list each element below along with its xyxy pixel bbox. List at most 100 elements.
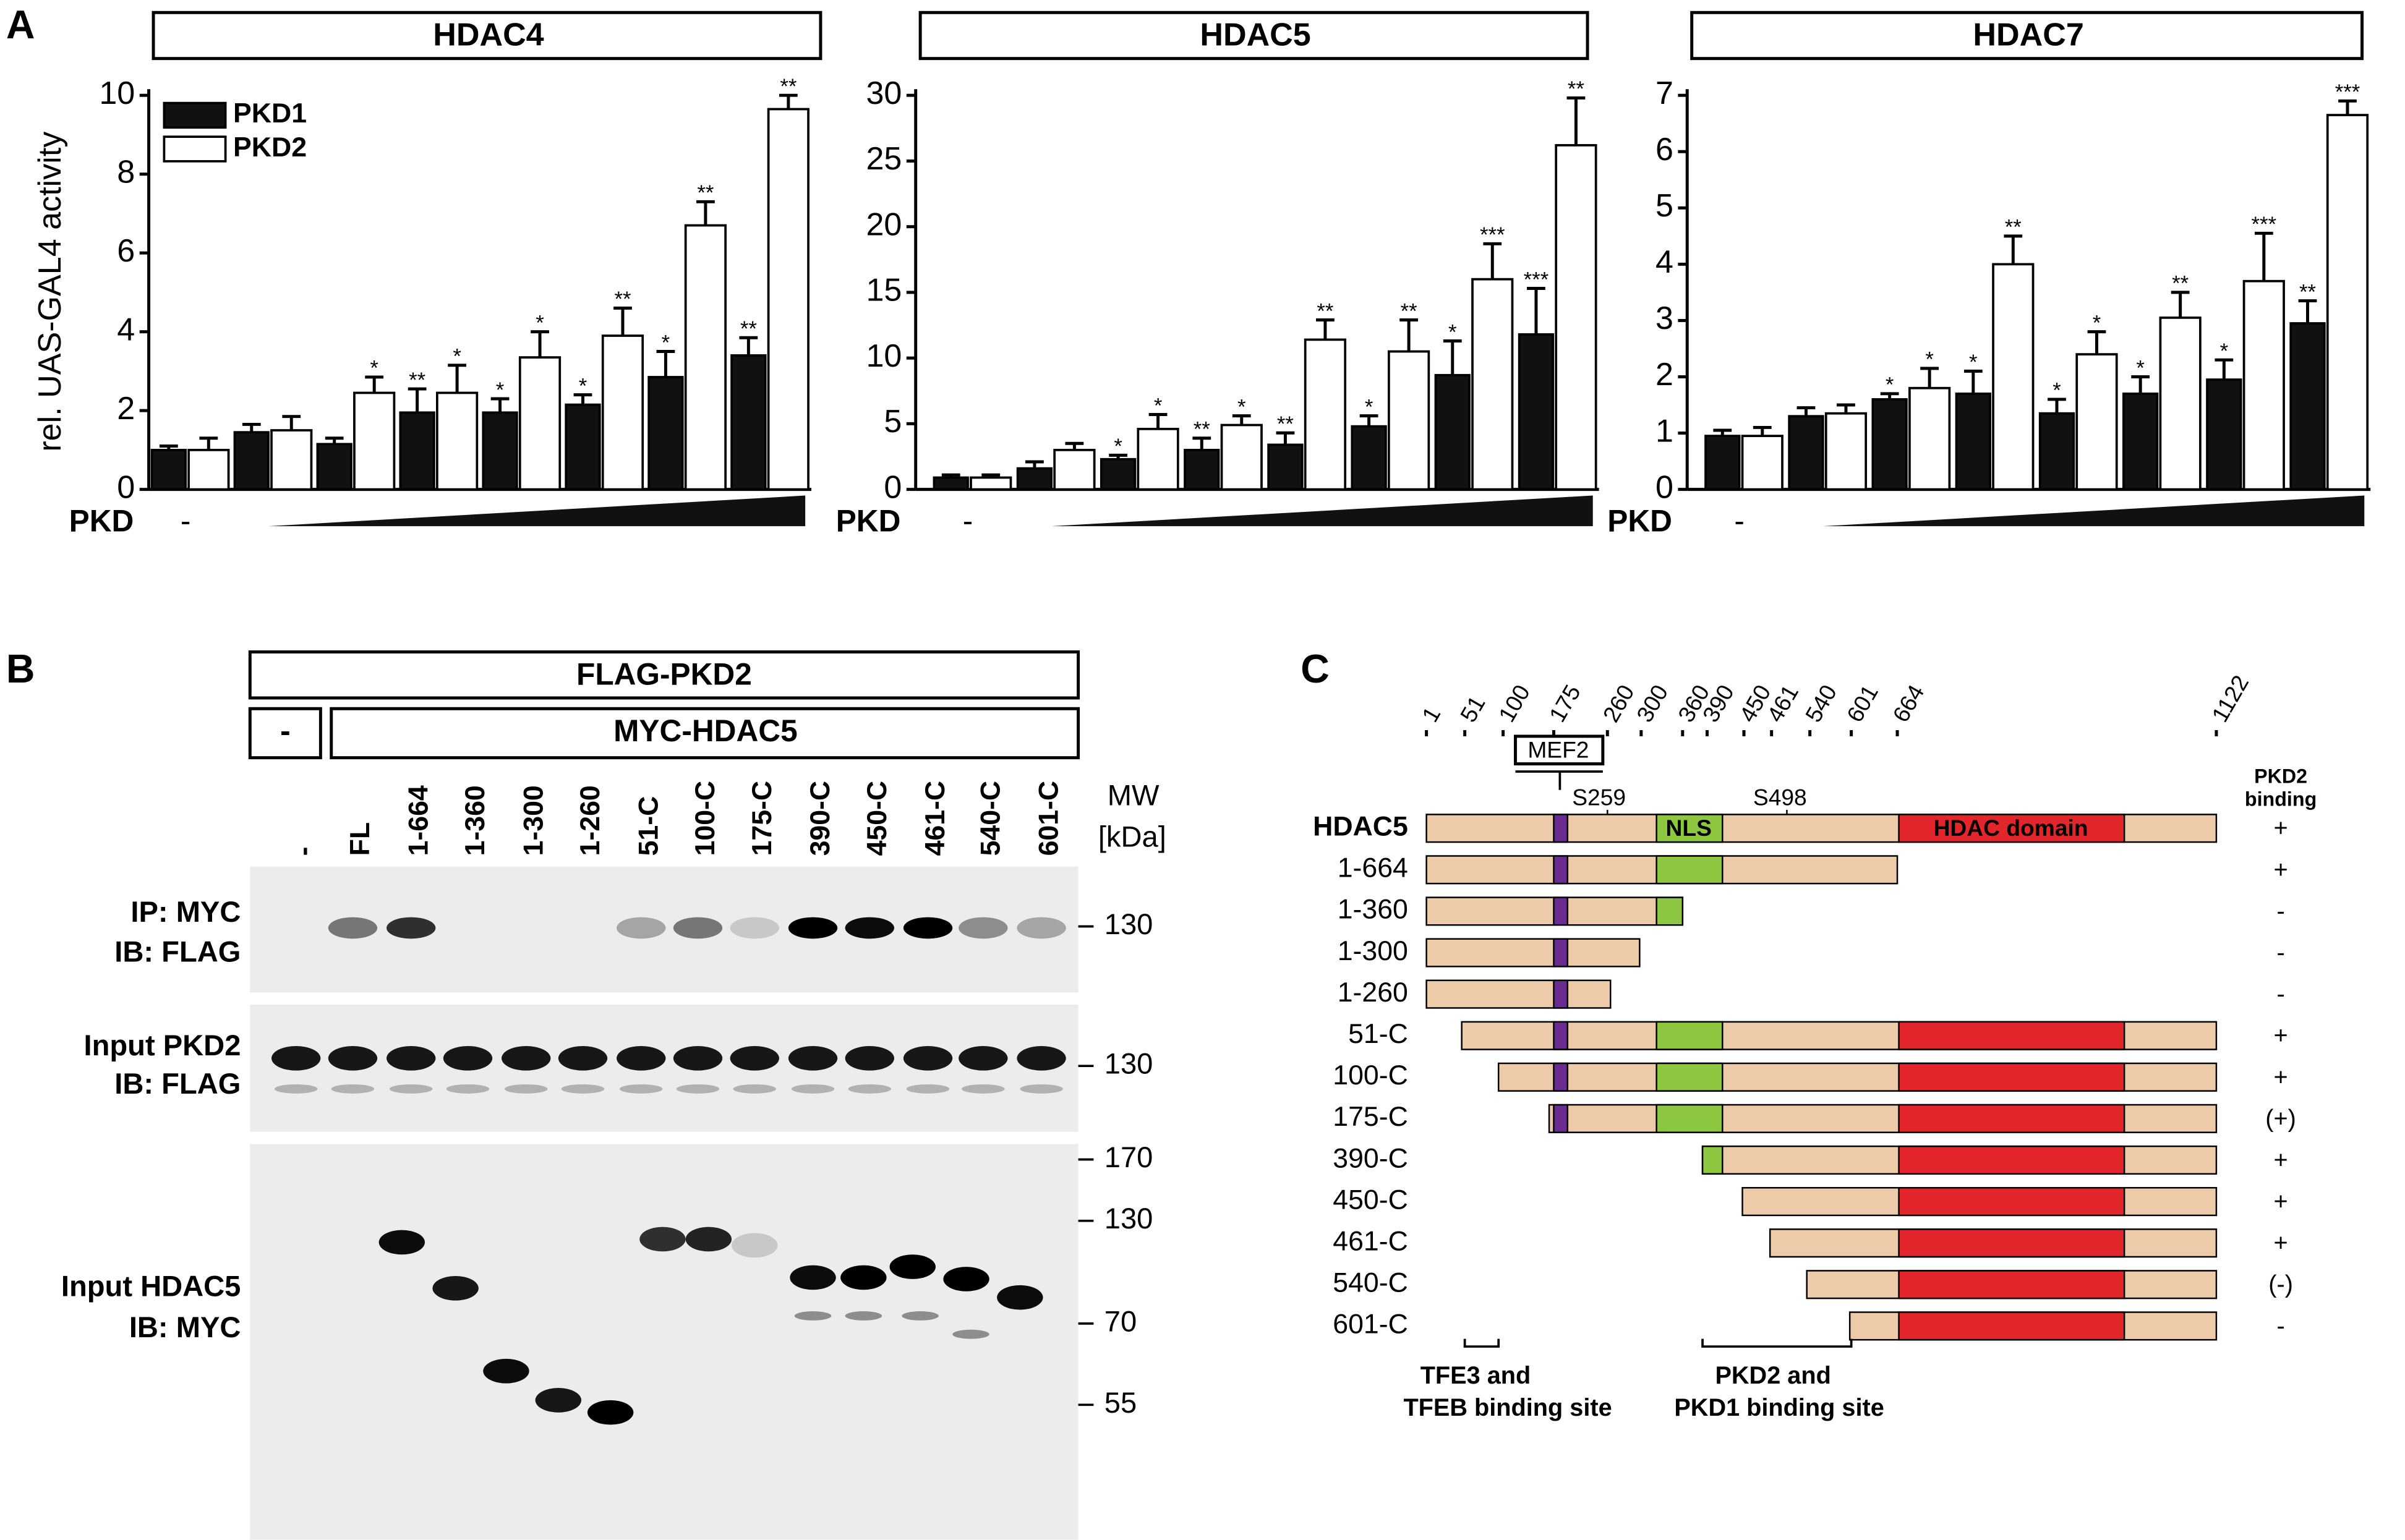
y-tick-label: 0 [1655,469,1673,505]
lane-label: 175-C [747,781,777,856]
bar [970,476,1012,491]
blot [250,1144,1079,1540]
band [432,1275,479,1301]
x-tick-label: - [181,503,191,538]
significance: * [1969,351,1978,374]
domain [1655,1021,1724,1050]
band [617,1045,666,1071]
band [483,1358,529,1384]
position-dot [1895,730,1899,736]
lane-label: 1-300 [518,785,549,856]
band [685,1227,732,1252]
bar [1387,350,1430,491]
construct-name: 51-C [1348,1019,1408,1049]
position-label: 100 [1493,680,1535,726]
bar [316,443,352,491]
significance: ** [1317,299,1333,323]
band [1017,1045,1066,1071]
mw-marker: 130 [1104,1202,1153,1235]
construct-name: 601-C [1333,1309,1408,1340]
significance: * [1154,394,1163,417]
header: FLAG-PKD2 [576,657,752,691]
binding: - [2276,981,2284,1008]
panel-label: A [6,2,35,47]
legend-swatch [163,135,227,163]
binding: - [2276,898,2284,925]
bar [1434,373,1471,491]
chart-title: HDAC7 [1973,17,2083,53]
band [387,1045,436,1071]
row-label: IP: MYC [130,895,241,928]
bar [1518,333,1555,491]
header: MYC-HDAC5 [613,713,798,748]
x-tick-label: - [1734,503,1745,538]
note: PKD2 and [1715,1362,1830,1389]
bar [1304,338,1347,491]
lane-label: 51-C [633,796,664,856]
significance: * [453,345,461,368]
band [1020,1084,1063,1094]
band [587,1400,634,1425]
bar [2075,353,2118,491]
y-tick-label: 4 [117,312,135,347]
domain [1655,814,1724,843]
bar [647,376,684,491]
note: PKD1 binding site [1674,1394,1884,1421]
mw-marker: 130 [1104,908,1153,940]
position-dot [1639,730,1643,736]
domain [1553,1104,1569,1133]
band [794,1311,832,1321]
band [952,1329,989,1339]
band [943,1267,989,1291]
significance: ** [1401,299,1417,323]
binding: - [2276,1312,2284,1340]
significance: * [370,357,378,380]
band [620,1084,663,1094]
y-tick-label: 3 [1655,300,1673,336]
band [504,1084,548,1094]
note: TFE3 and [1420,1362,1531,1389]
bar [1471,278,1514,491]
significance: ** [1194,418,1210,441]
domain [1553,979,1569,1009]
bar [1220,423,1263,491]
position-label: 540 [1800,680,1842,726]
significance: * [662,331,670,354]
panel-label: B [6,647,35,691]
bar [1824,412,1868,491]
significance: ** [614,287,631,311]
construct [1425,979,1612,1009]
position-label: 601 [1842,680,1883,726]
significance: *** [1480,223,1505,247]
bar [1267,443,1304,491]
y-tick-label: 10 [99,75,135,111]
box [248,650,1080,700]
bar [150,449,187,491]
binding: + [2274,1146,2288,1173]
position-dot [2215,730,2218,736]
y-axis-label: rel. UAS-GAL4 activity [32,132,68,452]
band [617,917,666,939]
y-tick-label: 25 [866,141,902,177]
lane-label: - [288,847,318,856]
domain [1553,814,1569,843]
lane-label: 1-260 [575,785,605,856]
significance: * [2136,356,2145,380]
band [903,1045,953,1071]
position-dot [1706,730,1709,736]
bar [1955,392,1991,491]
position-dot [1681,730,1685,736]
domain [1898,1021,2125,1050]
nls-label: NLS [1666,815,1712,841]
significance: ** [740,317,757,341]
site-label: S259 [1572,784,1626,810]
significance: *** [2252,213,2277,236]
bar [353,391,396,491]
domain [1898,814,2125,843]
band [730,917,779,939]
bar [2326,114,2369,491]
y-tick-label: 6 [117,233,135,269]
band [271,1045,321,1071]
band [673,917,723,939]
ramp [1822,495,2365,527]
